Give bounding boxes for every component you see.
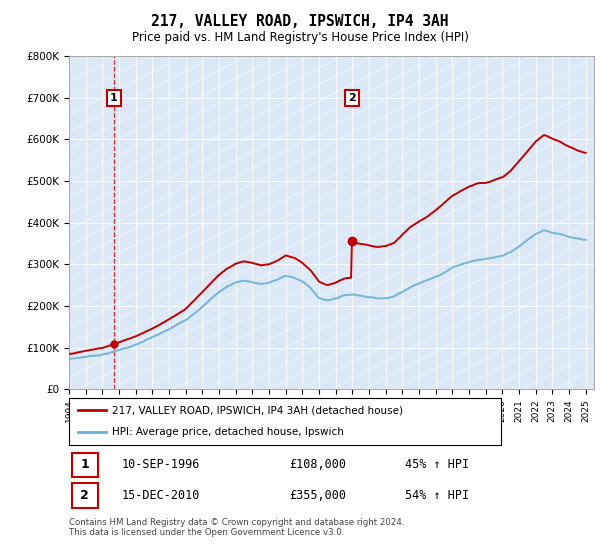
Text: 54% ↑ HPI: 54% ↑ HPI — [405, 489, 469, 502]
Text: 2: 2 — [348, 92, 356, 102]
Text: Contains HM Land Registry data © Crown copyright and database right 2024.
This d: Contains HM Land Registry data © Crown c… — [69, 518, 404, 538]
Text: £108,000: £108,000 — [290, 458, 347, 472]
Text: 1: 1 — [110, 92, 118, 102]
Text: 217, VALLEY ROAD, IPSWICH, IP4 3AH: 217, VALLEY ROAD, IPSWICH, IP4 3AH — [151, 14, 449, 29]
FancyBboxPatch shape — [71, 483, 98, 508]
Text: 2: 2 — [80, 489, 89, 502]
Text: 217, VALLEY ROAD, IPSWICH, IP4 3AH (detached house): 217, VALLEY ROAD, IPSWICH, IP4 3AH (deta… — [112, 405, 403, 416]
Text: HPI: Average price, detached house, Ipswich: HPI: Average price, detached house, Ipsw… — [112, 427, 344, 437]
Text: 1: 1 — [80, 458, 89, 472]
Text: 10-SEP-1996: 10-SEP-1996 — [121, 458, 200, 472]
FancyBboxPatch shape — [71, 452, 98, 477]
Text: 45% ↑ HPI: 45% ↑ HPI — [405, 458, 469, 472]
Text: £355,000: £355,000 — [290, 489, 347, 502]
Text: Price paid vs. HM Land Registry's House Price Index (HPI): Price paid vs. HM Land Registry's House … — [131, 31, 469, 44]
Text: 15-DEC-2010: 15-DEC-2010 — [121, 489, 200, 502]
